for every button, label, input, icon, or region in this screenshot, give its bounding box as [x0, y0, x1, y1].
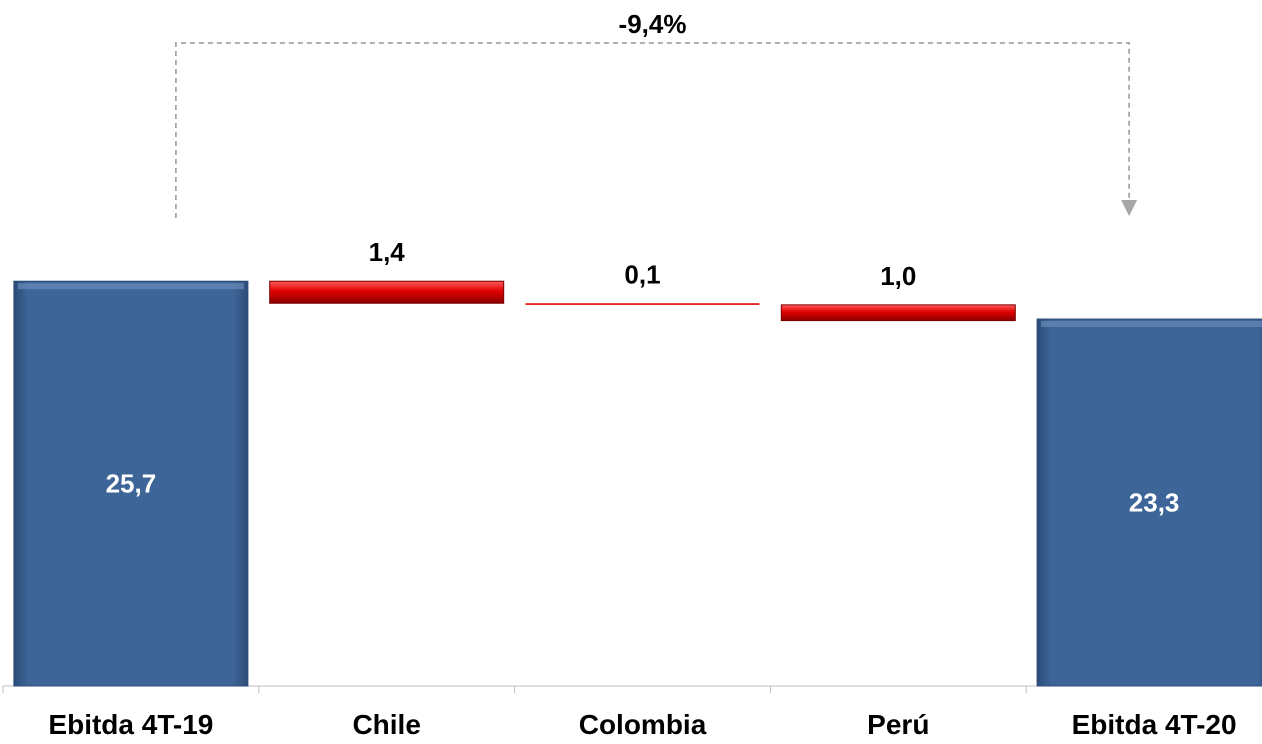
x-tick-label: Perú: [867, 709, 929, 740]
bar-colombia: [525, 303, 760, 305]
x-tick-label: Colombia: [579, 709, 707, 740]
bar-per-: [780, 304, 1016, 322]
x-tick-label: Chile: [352, 709, 420, 740]
x-tick-label: Ebitda 4T-20: [1072, 709, 1237, 740]
annotation-label: -9,4%: [619, 9, 687, 39]
bar-ebitda-4t-19: [13, 280, 249, 687]
annotation-bracket: [175, 42, 1130, 218]
bar-chile: [269, 280, 505, 304]
bar-ebitda-4t-20: [1036, 318, 1262, 687]
data-label: 1,4: [369, 237, 406, 267]
data-label: 23,3: [1129, 488, 1180, 518]
annotation-arrow: [1121, 200, 1138, 216]
data-label: 0,1: [624, 259, 660, 289]
bar-highlight: [1041, 321, 1262, 328]
bar-highlight: [17, 283, 244, 290]
x-tick-label: Ebitda 4T-19: [48, 709, 213, 740]
data-label: 25,7: [106, 469, 157, 499]
data-label: 1,0: [880, 261, 916, 291]
